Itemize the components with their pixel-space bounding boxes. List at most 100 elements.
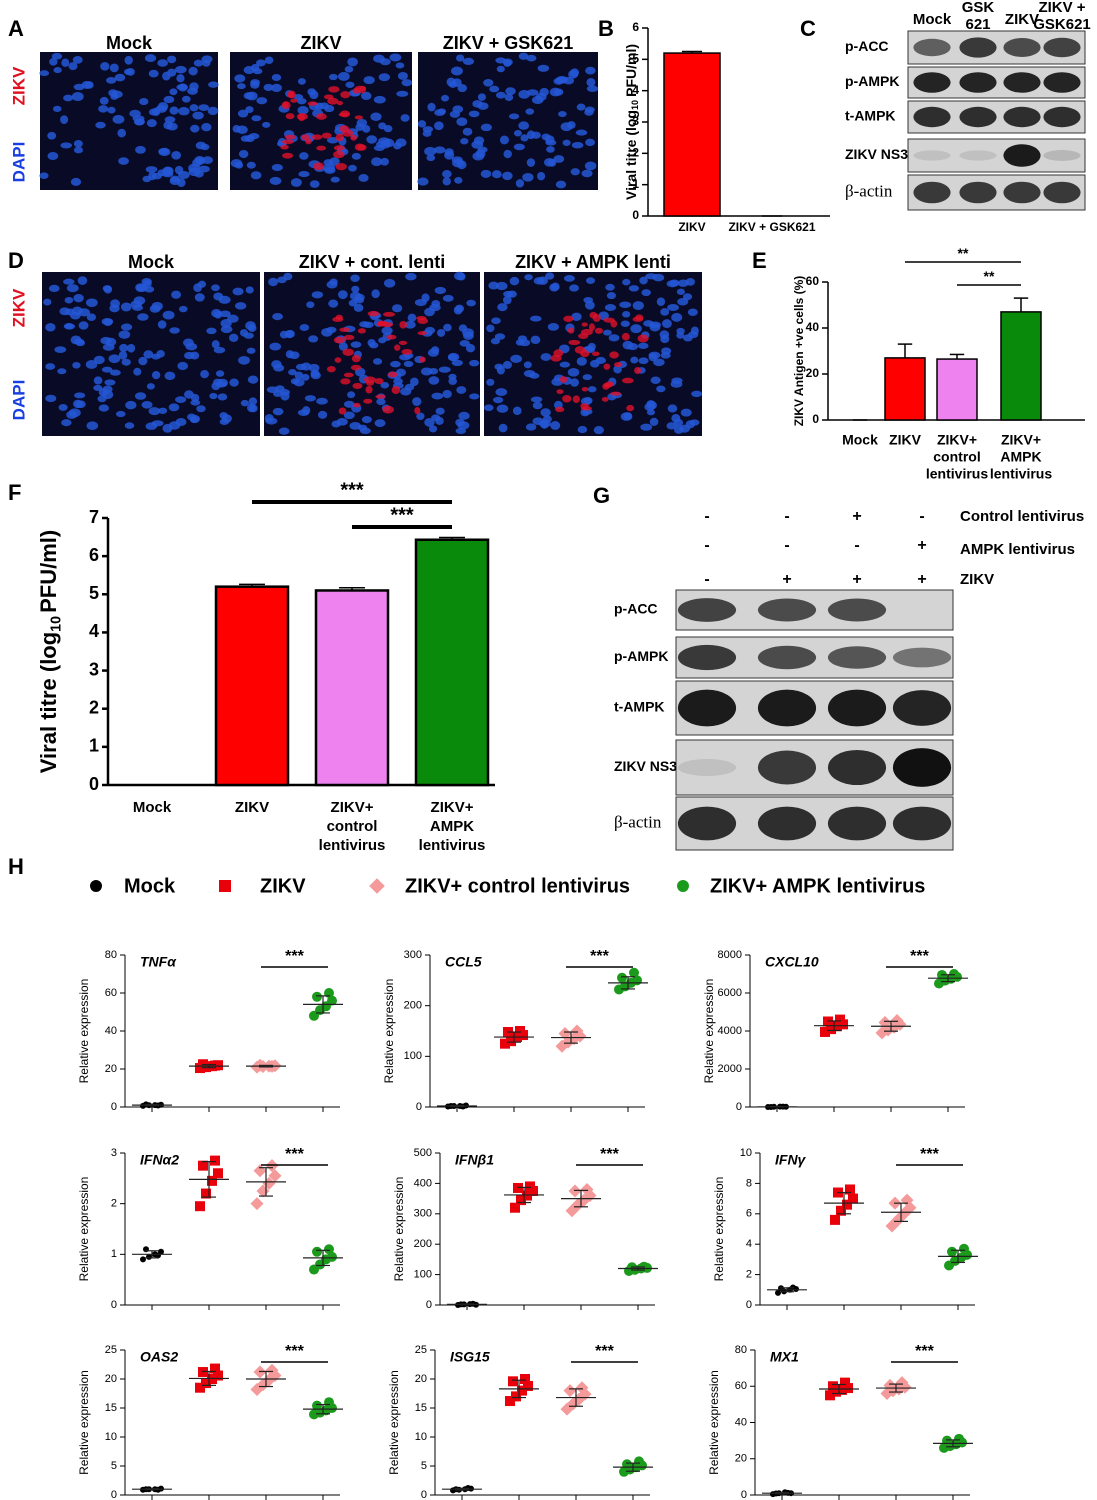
data-point <box>949 969 959 979</box>
nucleus <box>619 301 632 308</box>
nucleus <box>469 359 480 367</box>
data-point <box>563 1384 577 1398</box>
blot-band <box>757 645 817 670</box>
infected-cell <box>553 349 564 358</box>
nucleus <box>229 378 239 387</box>
nucleus <box>166 122 178 131</box>
data-point <box>820 1026 830 1037</box>
infected-cell <box>301 134 310 141</box>
infected-cell <box>394 344 401 351</box>
nucleus <box>549 87 562 97</box>
blot-band <box>677 759 737 776</box>
nucleus <box>327 136 339 144</box>
nucleus <box>288 369 297 376</box>
nucleus <box>456 386 467 394</box>
nucleus <box>158 407 168 414</box>
infected-cell <box>578 333 589 339</box>
nucleus <box>323 163 336 173</box>
nucleus <box>673 418 684 427</box>
nucleus <box>363 76 375 85</box>
bar <box>214 585 290 787</box>
infected-cell <box>621 377 634 384</box>
data-point <box>312 991 322 1002</box>
nucleus <box>667 404 678 413</box>
nucleus <box>370 112 382 121</box>
infected-cell <box>350 364 362 371</box>
nucleus <box>645 273 658 280</box>
nucleus <box>483 78 494 87</box>
nucleus <box>563 275 575 282</box>
y-axis-title: Relative expression <box>707 1370 721 1475</box>
nucleus <box>605 283 615 291</box>
data-point <box>558 1027 572 1041</box>
nucleus <box>196 405 206 413</box>
data-point <box>575 1381 589 1395</box>
infected-cell <box>613 362 623 368</box>
nucleus <box>169 106 179 115</box>
nucleus <box>127 343 136 353</box>
nucleus <box>232 287 244 296</box>
y-tick-label: 200 <box>404 1000 422 1012</box>
nucleus <box>502 360 513 369</box>
data-point <box>837 1384 847 1395</box>
nucleus <box>480 169 492 178</box>
y-tick-label: 0 <box>741 1489 747 1500</box>
blot-band <box>892 806 952 841</box>
nucleus <box>540 353 552 361</box>
band-label: ZIKV NS3 <box>845 146 908 162</box>
nucleus <box>323 104 335 113</box>
nucleus <box>163 95 175 104</box>
image-title: ZIKV + AMPK lenti <box>515 252 671 272</box>
blot-band <box>1003 38 1041 57</box>
data-point <box>517 1385 527 1396</box>
data-point <box>516 1195 526 1206</box>
nucleus <box>434 121 444 131</box>
infected-cell <box>296 113 308 120</box>
nucleus <box>381 326 393 335</box>
nucleus <box>530 396 543 403</box>
nucleus <box>569 284 580 292</box>
x-tick-label: ZIKV+ <box>331 799 374 816</box>
nucleus <box>60 115 69 124</box>
data-point <box>506 1036 516 1047</box>
y-tick-label: 10 <box>105 1431 117 1443</box>
nucleus <box>567 368 580 377</box>
data-point <box>515 1026 525 1036</box>
legend-label: ZIKV+ AMPK lentivirus <box>710 875 925 897</box>
nucleus <box>48 284 60 293</box>
nucleus <box>582 374 592 381</box>
nucleus <box>345 81 355 89</box>
band-label: β-actin <box>845 181 893 200</box>
nucleus <box>43 298 52 306</box>
blot-band <box>1043 150 1081 161</box>
blot-band <box>959 181 997 204</box>
condition-sign: + <box>782 571 791 588</box>
nucleus <box>240 135 251 142</box>
nucleus <box>472 151 485 161</box>
nucleus <box>395 368 407 377</box>
nucleus <box>338 290 348 300</box>
nucleus <box>219 310 231 318</box>
data-point <box>568 1184 582 1198</box>
x-tick-label: control <box>327 818 378 835</box>
y-tick-label: 4000 <box>718 1025 742 1037</box>
nucleus <box>373 95 386 104</box>
y-tick-label: 1 <box>89 736 99 756</box>
nucleus <box>509 276 520 286</box>
nucleus <box>78 321 89 330</box>
nucleus <box>118 330 131 339</box>
nucleus <box>551 282 560 291</box>
nucleus <box>198 165 210 173</box>
infected-cell <box>335 314 343 320</box>
blot-band <box>892 647 952 668</box>
nucleus <box>469 393 480 400</box>
blot-band <box>959 72 997 93</box>
nucleus <box>120 323 133 331</box>
nucleus <box>198 104 210 111</box>
nucleus <box>451 359 464 367</box>
data-point <box>207 1175 217 1186</box>
nucleus <box>271 360 282 369</box>
condition-sign: - <box>704 571 709 588</box>
nucleus <box>247 375 259 384</box>
nucleus <box>395 62 405 69</box>
